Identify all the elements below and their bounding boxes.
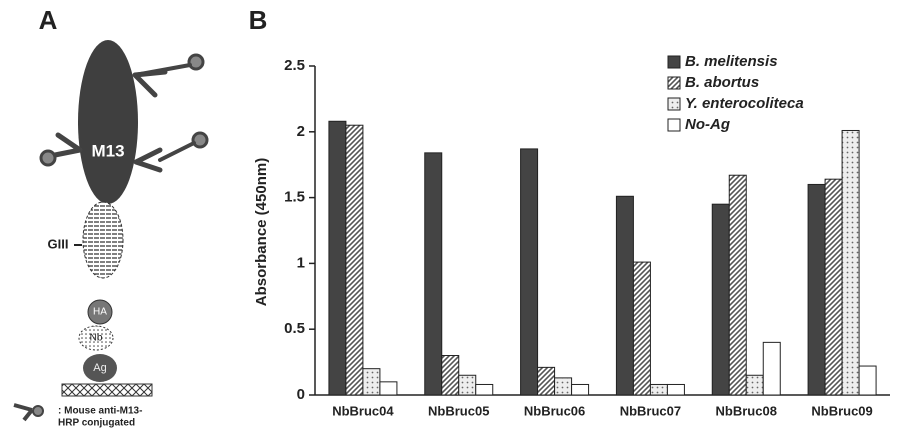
x-tick-label: NbBruc08 bbox=[716, 403, 777, 418]
y-tick-label: 0.5 bbox=[284, 320, 305, 337]
legend-swatch bbox=[667, 97, 681, 111]
antibodies bbox=[39, 53, 209, 173]
bar bbox=[328, 120, 347, 396]
g3-label: GIII bbox=[48, 236, 69, 251]
y-tick-label: 0 bbox=[297, 386, 305, 403]
legend-label: B. abortus bbox=[685, 74, 759, 91]
y-axis-label: Absorbance (450nm) bbox=[253, 158, 270, 306]
legend-label: B. melitensis bbox=[685, 53, 778, 70]
bar bbox=[362, 368, 381, 396]
y-tick-label: 1.5 bbox=[284, 189, 305, 206]
panel-a: A M13 GIII HA Nb Ag : Mouse anti-M13- HR… bbox=[13, 5, 209, 429]
bar bbox=[424, 152, 443, 396]
legend-icon bbox=[13, 403, 34, 422]
legend-icon-dot bbox=[32, 405, 44, 417]
legend-text: HRP conjugated bbox=[58, 418, 135, 429]
ha-tag bbox=[87, 299, 113, 325]
legend-swatch bbox=[667, 55, 681, 69]
plate bbox=[61, 383, 153, 397]
legend-swatch bbox=[667, 76, 681, 90]
legend-swatch bbox=[667, 118, 681, 132]
bar bbox=[520, 148, 539, 396]
nb-label: Nb bbox=[90, 333, 103, 344]
ag-label: Ag bbox=[93, 362, 106, 374]
x-tick-label: NbBruc04 bbox=[332, 403, 394, 418]
nanobody bbox=[78, 325, 114, 351]
bar bbox=[807, 183, 826, 396]
bar bbox=[571, 383, 590, 396]
x-tick-label: NbBruc06 bbox=[524, 403, 585, 418]
panel-label: A bbox=[39, 5, 58, 35]
bar bbox=[537, 366, 556, 396]
phage-label: M13 bbox=[91, 141, 124, 160]
bar bbox=[728, 174, 747, 396]
bar bbox=[475, 383, 494, 396]
phage-body bbox=[78, 40, 138, 204]
bar bbox=[632, 261, 651, 396]
g3-region bbox=[82, 201, 124, 279]
ha-label: HA bbox=[93, 307, 107, 318]
y-tick-label: 1 bbox=[297, 254, 305, 271]
bar bbox=[841, 129, 860, 396]
legend-text: : Mouse anti-M13- bbox=[58, 406, 142, 417]
bar bbox=[762, 341, 781, 396]
bar bbox=[666, 383, 685, 396]
bar bbox=[615, 195, 634, 396]
x-tick-label: NbBruc09 bbox=[811, 403, 872, 418]
x-tick-label: NbBruc07 bbox=[620, 403, 681, 418]
antigen bbox=[83, 354, 117, 382]
bar bbox=[441, 355, 460, 396]
y-tick-label: 2.5 bbox=[284, 57, 305, 74]
y-tick-label: 2 bbox=[297, 123, 305, 140]
bar bbox=[824, 178, 843, 396]
bar bbox=[649, 383, 668, 396]
bar bbox=[554, 377, 573, 396]
bar bbox=[379, 381, 398, 396]
legend-label: Y. enterocoliteca bbox=[685, 95, 804, 112]
legend-label: No-Ag bbox=[685, 116, 730, 133]
x-tick-label: NbBruc05 bbox=[428, 403, 489, 418]
bar bbox=[458, 374, 477, 396]
bar bbox=[711, 203, 730, 396]
bar bbox=[745, 374, 764, 396]
bar bbox=[345, 124, 364, 396]
panel-label: B bbox=[249, 5, 268, 35]
bar bbox=[858, 365, 877, 396]
